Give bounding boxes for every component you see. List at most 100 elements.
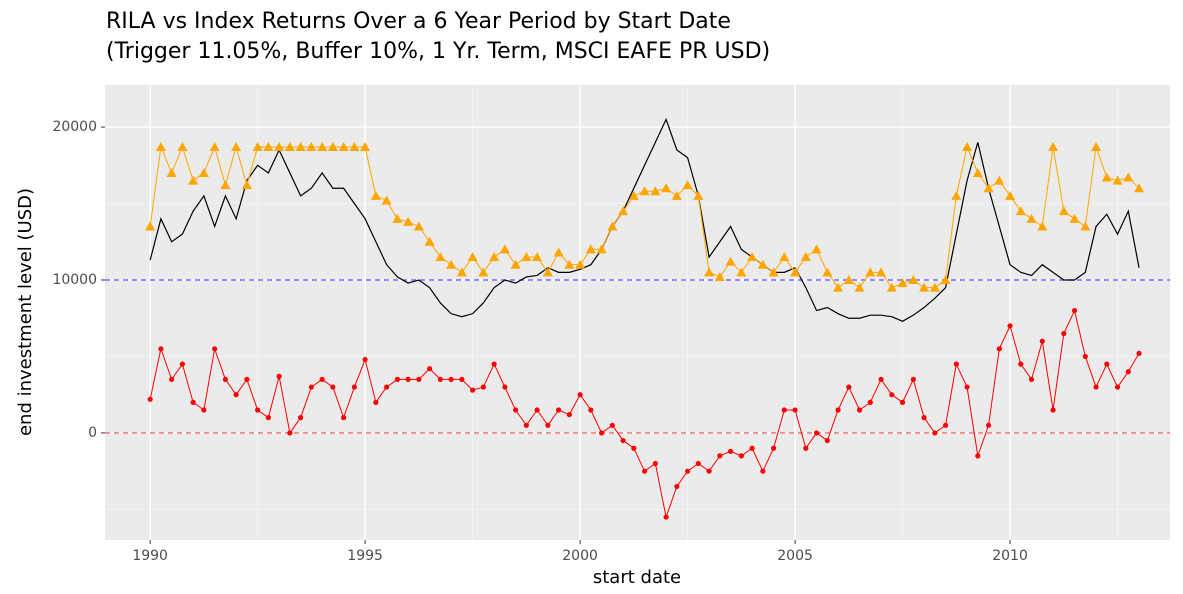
triangle-marker — [714, 271, 725, 281]
point-marker — [942, 422, 949, 428]
triangle-marker — [446, 259, 457, 269]
point-marker — [1050, 407, 1056, 413]
chart-title: RILA vs Index Returns Over a 6 Year Peri… — [106, 9, 731, 34]
triangle-marker — [435, 252, 446, 262]
triangle-marker — [725, 256, 736, 266]
triangle-marker — [886, 282, 897, 292]
point-marker — [1071, 307, 1078, 314]
triangle-marker — [403, 216, 414, 226]
triangle-marker — [585, 244, 596, 254]
triangle-marker — [220, 180, 231, 190]
triangle-marker — [532, 252, 543, 262]
triangle-marker — [177, 141, 188, 151]
point-marker — [491, 361, 497, 367]
triangle-marker — [564, 259, 575, 269]
point-marker — [373, 399, 379, 405]
point-marker — [932, 430, 938, 436]
triangle-marker — [876, 267, 887, 277]
triangle-marker — [499, 244, 510, 254]
triangle-marker — [467, 252, 478, 262]
triangle-marker — [607, 221, 618, 231]
triangle-marker — [155, 141, 166, 151]
point-marker — [641, 468, 648, 474]
triangle-marker — [521, 252, 532, 262]
point-marker — [727, 448, 734, 454]
point-marker — [975, 453, 981, 459]
triangle-marker — [951, 190, 962, 200]
plot-panel — [105, 85, 1170, 540]
triangle-marker — [370, 190, 381, 200]
point-marker — [1007, 323, 1013, 329]
point-marker — [598, 430, 605, 436]
point-marker — [566, 411, 572, 418]
triangle-marker — [166, 167, 177, 177]
point-marker — [190, 399, 196, 405]
point-marker — [609, 422, 615, 428]
triangle-marker — [284, 141, 295, 151]
triangle-marker — [295, 141, 306, 151]
triangle-marker — [209, 141, 220, 151]
point-marker — [1061, 330, 1067, 337]
point-marker — [813, 430, 820, 436]
point-marker — [362, 356, 368, 363]
triangle-marker — [360, 141, 371, 151]
point-marker — [856, 407, 863, 413]
point-marker — [953, 361, 959, 367]
point-marker — [233, 392, 239, 398]
triangle-marker — [661, 183, 672, 193]
point-marker — [824, 437, 830, 444]
triangle-marker — [811, 244, 822, 254]
point-marker — [1018, 361, 1024, 367]
point-marker — [351, 384, 357, 390]
point-marker — [867, 399, 873, 405]
series-line — [149, 117, 1140, 322]
point-marker — [394, 376, 400, 383]
point-marker — [588, 407, 594, 413]
triangle-marker — [145, 221, 156, 231]
point-marker — [910, 376, 916, 383]
point-marker — [652, 460, 658, 467]
point-marker — [846, 384, 852, 390]
triangle-marker — [424, 236, 435, 246]
point-marker — [308, 384, 314, 390]
point-marker — [663, 514, 669, 520]
triangle-marker — [1037, 221, 1048, 231]
y-tick-label: 10000 — [52, 272, 97, 288]
point-marker — [330, 384, 336, 390]
triangle-marker — [682, 180, 693, 190]
point-marker — [996, 346, 1002, 352]
point-marker — [480, 384, 486, 390]
triangle-marker — [575, 259, 586, 269]
point-marker — [770, 445, 777, 451]
x-tick-label: 1990 — [132, 548, 168, 564]
triangle-marker — [327, 141, 338, 151]
triangle-marker — [489, 252, 500, 262]
point-marker — [1028, 376, 1035, 383]
point-marker — [201, 407, 207, 413]
triangle-marker — [972, 167, 983, 177]
triangle-marker — [639, 186, 650, 196]
triangle-marker — [188, 175, 199, 185]
triangle-marker — [1080, 221, 1091, 231]
triangle-marker — [929, 282, 940, 292]
y-tick-label: 20000 — [52, 119, 97, 135]
point-marker — [964, 384, 970, 390]
triangle-marker — [736, 267, 747, 277]
x-tick-label: 2010 — [992, 548, 1028, 564]
triangle-marker — [747, 252, 758, 262]
point-marker — [244, 376, 250, 383]
point-marker — [1114, 384, 1121, 390]
triangle-marker — [897, 278, 908, 288]
point-marker — [717, 453, 723, 459]
triangle-marker — [392, 213, 403, 223]
triangle-marker — [618, 206, 629, 216]
point-marker — [212, 346, 218, 352]
point-marker — [459, 376, 465, 383]
triangle-marker — [252, 141, 263, 151]
triangle-marker — [510, 259, 521, 269]
point-marker — [684, 468, 691, 474]
triangle-marker — [843, 275, 854, 284]
triangle-marker — [757, 259, 768, 269]
